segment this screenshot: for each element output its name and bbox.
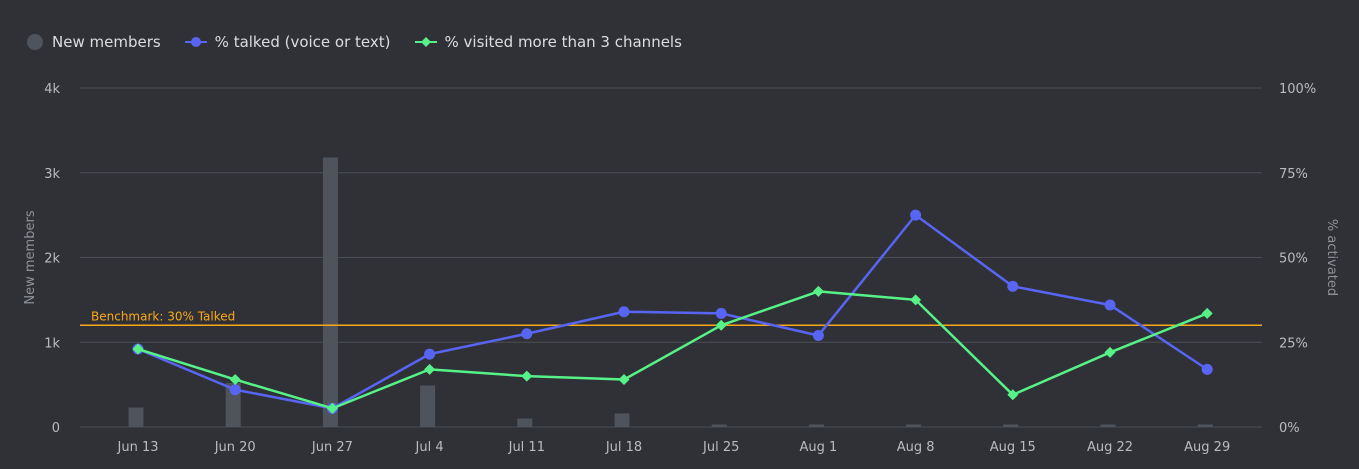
point-talked bbox=[424, 348, 436, 360]
bar-new-members bbox=[1100, 424, 1116, 427]
x-tick-label: Aug 29 bbox=[1184, 440, 1230, 455]
bar-new-members bbox=[808, 424, 824, 427]
benchmark-label: Benchmark: 30% Talked bbox=[91, 309, 235, 323]
point-talked bbox=[521, 328, 533, 340]
x-tick-label: Jun 13 bbox=[117, 440, 159, 455]
bar-new-members bbox=[614, 413, 630, 427]
x-tick-label: Aug 15 bbox=[990, 440, 1036, 455]
y-tick-label-left: 2k bbox=[44, 252, 60, 267]
x-tick-label: Jul 18 bbox=[605, 440, 642, 455]
point-visited bbox=[1201, 307, 1213, 319]
bar-new-members bbox=[128, 407, 144, 427]
legend-label: % visited more than 3 channels bbox=[444, 33, 682, 51]
point-talked bbox=[1104, 299, 1116, 311]
x-tick-label: Aug 22 bbox=[1087, 440, 1133, 455]
bar-new-members bbox=[420, 385, 436, 427]
point-visited bbox=[910, 294, 922, 306]
x-tick-label: Jul 25 bbox=[702, 440, 739, 455]
y-tick-label-right: 100% bbox=[1279, 82, 1316, 97]
x-tick-label: Aug 8 bbox=[897, 440, 935, 455]
bar-new-members bbox=[1197, 424, 1213, 427]
y-tick-label-right: 25% bbox=[1279, 336, 1308, 351]
x-tick-label: Aug 1 bbox=[800, 440, 838, 455]
y-axis-title-left: New members bbox=[23, 210, 38, 304]
x-tick-label: Jun 20 bbox=[214, 440, 256, 455]
point-talked bbox=[229, 384, 241, 396]
point-talked bbox=[1201, 363, 1213, 375]
y-tick-label-right: 75% bbox=[1279, 167, 1308, 182]
bar-new-members bbox=[711, 424, 727, 427]
legend-swatch bbox=[184, 37, 207, 47]
legend-label: New members bbox=[52, 33, 161, 51]
bar-new-members bbox=[1003, 424, 1019, 427]
point-visited bbox=[618, 374, 630, 386]
legend-item[interactable]: New members bbox=[26, 33, 161, 51]
y-tick-label-left: 4k bbox=[44, 82, 60, 97]
bar-new-members bbox=[906, 424, 922, 427]
point-visited bbox=[1104, 346, 1116, 358]
y-axis-title-right: % activated bbox=[1324, 219, 1339, 296]
point-visited bbox=[715, 319, 727, 331]
chart-legend: New members % talked (voice or text) % vis… bbox=[26, 30, 682, 54]
point-talked bbox=[812, 329, 824, 341]
point-talked bbox=[715, 307, 727, 319]
point-visited bbox=[132, 343, 144, 355]
legend-swatch bbox=[414, 37, 437, 47]
y-tick-label-right: 0% bbox=[1279, 421, 1300, 436]
point-visited bbox=[521, 370, 533, 382]
y-tick-label-left: 1k bbox=[44, 336, 60, 351]
bar-new-members bbox=[517, 418, 533, 427]
legend-label: % talked (voice or text) bbox=[214, 33, 391, 51]
x-tick-label: Jun 27 bbox=[311, 440, 353, 455]
point-talked bbox=[618, 306, 630, 318]
point-talked bbox=[910, 209, 922, 221]
y-tick-label-right: 50% bbox=[1279, 252, 1308, 267]
point-visited bbox=[229, 374, 241, 386]
legend-swatch bbox=[27, 34, 43, 50]
x-tick-label: Jul 4 bbox=[415, 440, 444, 455]
bar-new-members bbox=[322, 157, 338, 427]
point-visited bbox=[326, 402, 338, 414]
legend-item[interactable]: % visited more than 3 channels bbox=[414, 33, 682, 51]
legend-item[interactable]: % talked (voice or text) bbox=[184, 33, 391, 51]
y-tick-label-left: 3k bbox=[44, 167, 60, 182]
point-visited bbox=[812, 285, 824, 297]
y-tick-label-left: 0 bbox=[52, 421, 60, 436]
x-tick-label: Jul 11 bbox=[508, 440, 545, 455]
point-visited bbox=[424, 363, 436, 375]
point-talked bbox=[1007, 280, 1019, 292]
line-visited bbox=[137, 290, 1208, 410]
line-talked bbox=[137, 213, 1208, 410]
point-visited bbox=[1007, 389, 1019, 401]
